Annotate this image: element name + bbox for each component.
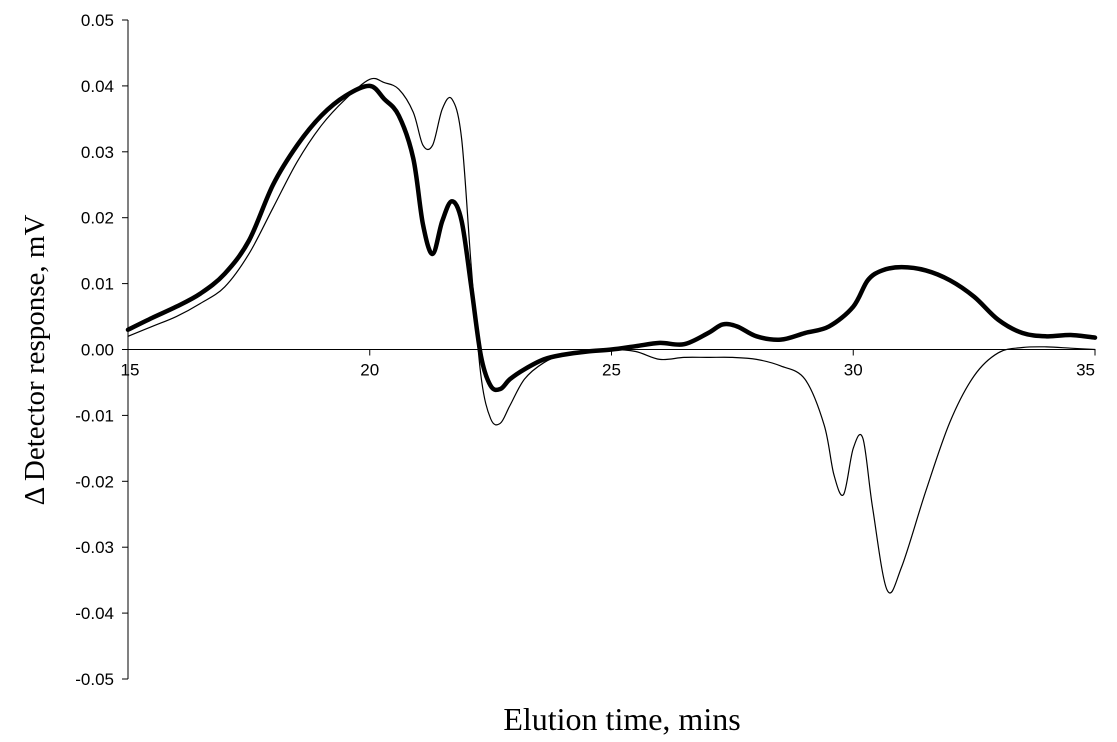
series-line-thick <box>125 83 1098 393</box>
y-tick-label: 0.04 <box>81 77 114 96</box>
y-tick-label: -0.05 <box>75 670 114 689</box>
y-tick-label: -0.01 <box>75 406 114 425</box>
y-tick-label: 0.03 <box>81 143 114 162</box>
series-layer <box>125 77 1098 594</box>
y-tick-label: 0.00 <box>81 341 114 360</box>
y-tick-label: -0.03 <box>75 538 114 557</box>
x-tick-label: 20 <box>360 361 379 380</box>
y-tick-label: 0.01 <box>81 275 114 294</box>
y-axis-title: Δ Detector response, mV <box>19 215 51 506</box>
series-line-thin <box>127 77 1096 594</box>
x-tick-label: 35 <box>1076 361 1095 380</box>
x-axis-ticks: 15 20 25 30 35 <box>121 349 1096 380</box>
y-axis-ticks: -0.05 -0.04 -0.03 -0.02 -0.01 0.00 0.01 0.02 0.0… <box>75 11 128 689</box>
x-tick-label: 30 <box>844 361 863 380</box>
y-tick-label: -0.02 <box>75 472 114 491</box>
y-tick-label: 0.02 <box>81 209 114 228</box>
x-tick-label: 25 <box>602 361 621 380</box>
y-tick-label: -0.04 <box>75 604 114 623</box>
y-tick-label: 0.05 <box>81 11 114 30</box>
x-axis-title: Elution time, mins <box>503 701 740 737</box>
x-tick-label: 15 <box>121 361 140 380</box>
